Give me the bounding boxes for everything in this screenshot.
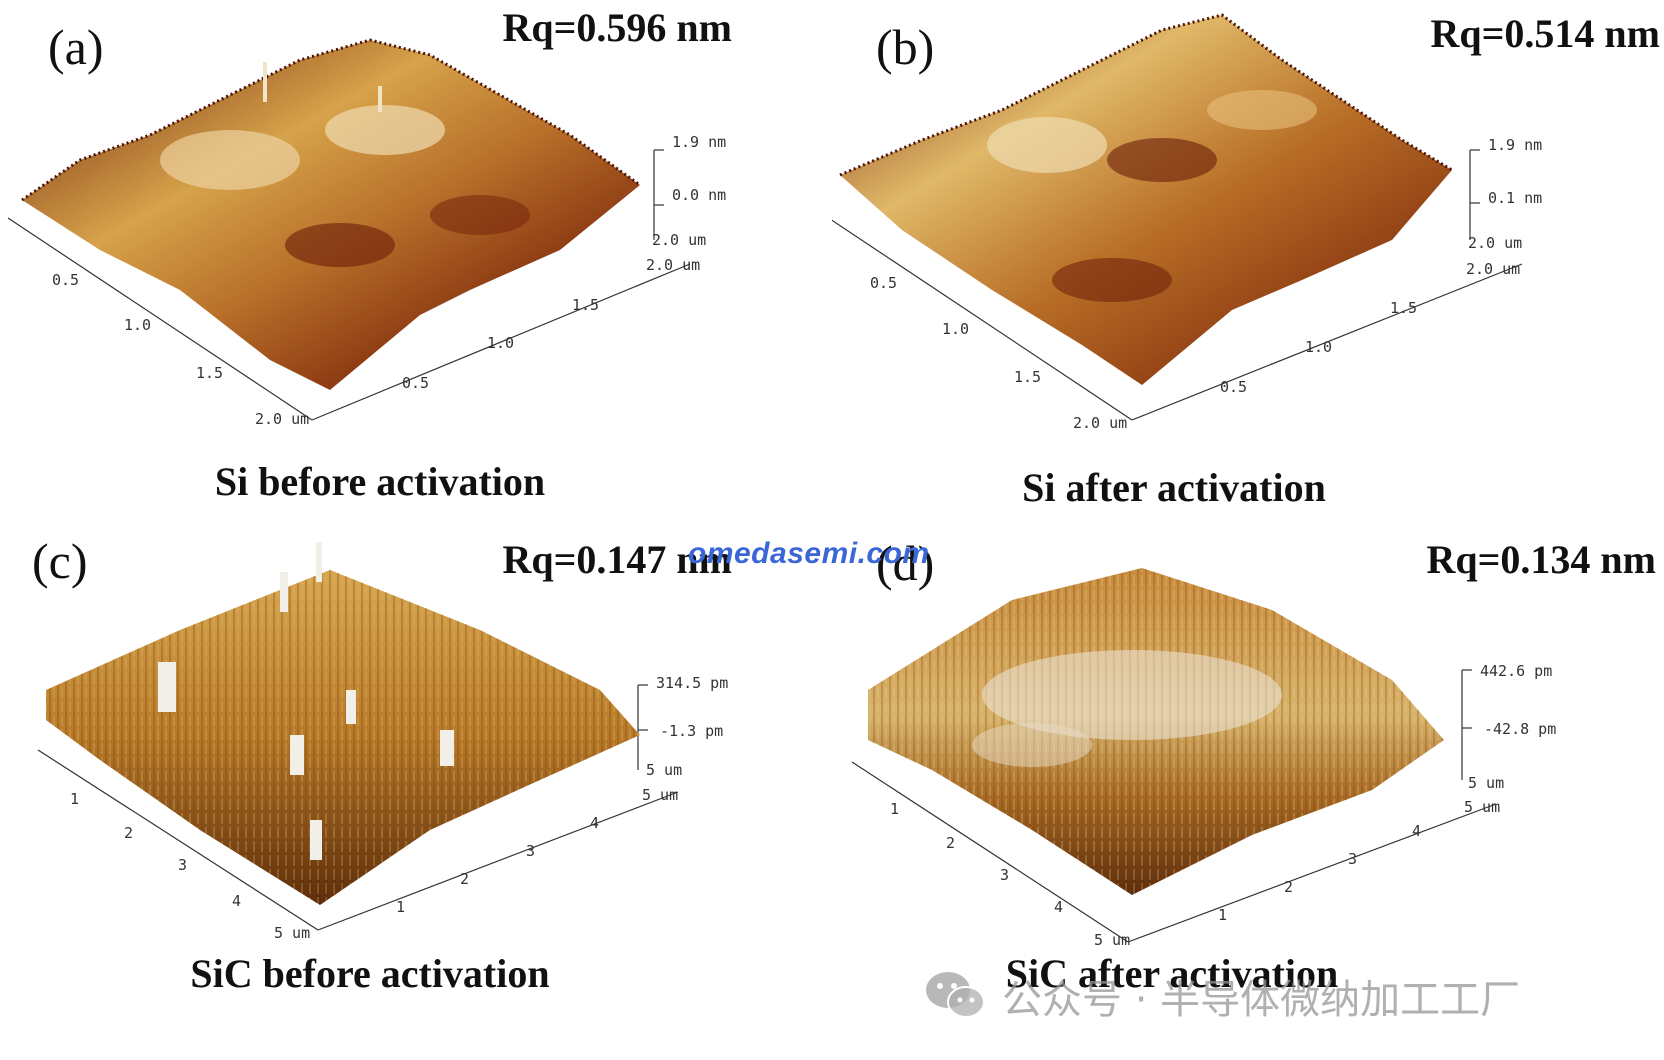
panel-caption: SiC after activation <box>1005 951 1339 996</box>
afm-surface-plot-a: 1.9 nm 0.0 nm 2.0 um 2.0 um 0.5 1.0 1.5 … <box>7 38 726 428</box>
afm-surface-plot-c: 314.5 pm -1.3 pm 5 um 5 um 1 2 3 4 5 um … <box>37 542 728 942</box>
rq-value: Rq=0.147 nm <box>502 537 733 582</box>
z-axis-max-label: 314.5 pm <box>656 674 728 692</box>
right-axis-tick: 3 <box>526 842 535 860</box>
left-axis-tick: 5 um <box>1094 931 1130 949</box>
right-axis-tick: 2 <box>460 870 469 888</box>
corner-label-bottom: 5 um <box>1464 798 1500 816</box>
left-axis-tick: 2 <box>124 824 133 842</box>
wechat-watermark: 公众号 · 半导体微纳加工工厂 <box>922 966 1520 1026</box>
afm-panel-a: 1.9 nm 0.0 nm 2.0 um 2.0 um 0.5 1.0 1.5 … <box>0 0 832 530</box>
right-axis-tick: 1.5 <box>572 296 599 314</box>
right-axis-tick: 1.0 <box>1305 338 1332 356</box>
corner-label-bottom: 2.0 um <box>646 256 700 274</box>
right-axis-tick: 3 <box>1348 850 1357 868</box>
corner-label-bottom: 2.0 um <box>1466 260 1520 278</box>
panel-letter: (a) <box>48 19 104 75</box>
rq-value: Rq=0.514 nm <box>1430 11 1661 56</box>
z-axis-max-label: 1.9 nm <box>1488 136 1542 154</box>
wechat-icon <box>926 972 985 1018</box>
left-axis-tick: 1 <box>70 790 79 808</box>
corner-label-top: 5 um <box>1468 774 1504 792</box>
left-axis-tick: 0.5 <box>52 271 79 289</box>
afm-surface-plot-b: 1.9 nm 0.1 nm 2.0 um 2.0 um 0.5 1.0 1.5 … <box>832 13 1542 432</box>
right-axis-tick: 1 <box>1218 906 1227 924</box>
left-axis-tick: 2.0 um <box>255 410 309 428</box>
left-axis-tick: 2 <box>946 834 955 852</box>
rq-value: Rq=0.134 nm <box>1426 537 1657 582</box>
afm-panel-c: 314.5 pm -1.3 pm 5 um 5 um 1 2 3 4 5 um … <box>0 530 832 1060</box>
panel-caption: SiC before activation <box>190 951 550 996</box>
left-axis-tick: 5 um <box>274 924 310 942</box>
corner-label-top: 2.0 um <box>1468 234 1522 252</box>
wechat-watermark-text: 公众号 · 半导体微纳加工工厂 <box>1002 977 1521 1023</box>
z-axis-mid-label: -1.3 pm <box>660 722 723 740</box>
left-axis-tick: 1.5 <box>196 364 223 382</box>
z-axis-max-label: 442.6 pm <box>1480 662 1552 680</box>
left-axis-tick: 1.0 <box>942 320 969 338</box>
left-axis-tick: 4 <box>1054 898 1063 916</box>
right-axis-tick: 4 <box>590 814 599 832</box>
panel-caption: Si after activation <box>1022 465 1326 510</box>
left-axis-tick: 1 <box>890 800 899 818</box>
rq-value: Rq=0.596 nm <box>502 5 733 50</box>
z-axis-mid-label: -42.8 pm <box>1484 720 1556 738</box>
afm-panel-d: 442.6 pm -42.8 pm 5 um 5 um 1 2 3 4 5 um… <box>832 530 1664 1060</box>
z-axis-mid-label: 0.0 nm <box>672 186 726 204</box>
corner-label-top: 5 um <box>646 761 682 779</box>
right-axis-tick: 1 <box>396 898 405 916</box>
panel-letter: (d) <box>876 535 935 591</box>
panel-caption: Si before activation <box>214 459 546 504</box>
right-axis-tick: 0.5 <box>402 374 429 392</box>
right-axis-tick: 4 <box>1412 822 1421 840</box>
left-axis-tick: 1.0 <box>124 316 151 334</box>
panel-letter: (c) <box>32 533 88 589</box>
right-axis-tick: 1.5 <box>1390 299 1417 317</box>
right-axis-tick: 0.5 <box>1220 378 1247 396</box>
afm-panel-b: 1.9 nm 0.1 nm 2.0 um 2.0 um 0.5 1.0 1.5 … <box>832 0 1664 530</box>
site-watermark: omedasemi.com <box>688 537 930 570</box>
corner-label-top: 2.0 um <box>652 231 706 249</box>
z-axis-mid-label: 0.1 nm <box>1488 189 1542 207</box>
left-axis-tick: 4 <box>232 892 241 910</box>
corner-label-bottom: 5 um <box>642 786 678 804</box>
left-axis-tick: 3 <box>1000 866 1009 884</box>
left-axis-tick: 3 <box>178 856 187 874</box>
panel-letter: (b) <box>876 19 935 75</box>
left-axis-tick: 2.0 um <box>1073 414 1127 432</box>
z-axis-max-label: 1.9 nm <box>672 133 726 151</box>
afm-surface-plot-d: 442.6 pm -42.8 pm 5 um 5 um 1 2 3 4 5 um… <box>851 568 1556 949</box>
left-axis-tick: 0.5 <box>870 274 897 292</box>
right-axis-tick: 1.0 <box>487 334 514 352</box>
right-axis-tick: 2 <box>1284 878 1293 896</box>
left-axis-tick: 1.5 <box>1014 368 1041 386</box>
